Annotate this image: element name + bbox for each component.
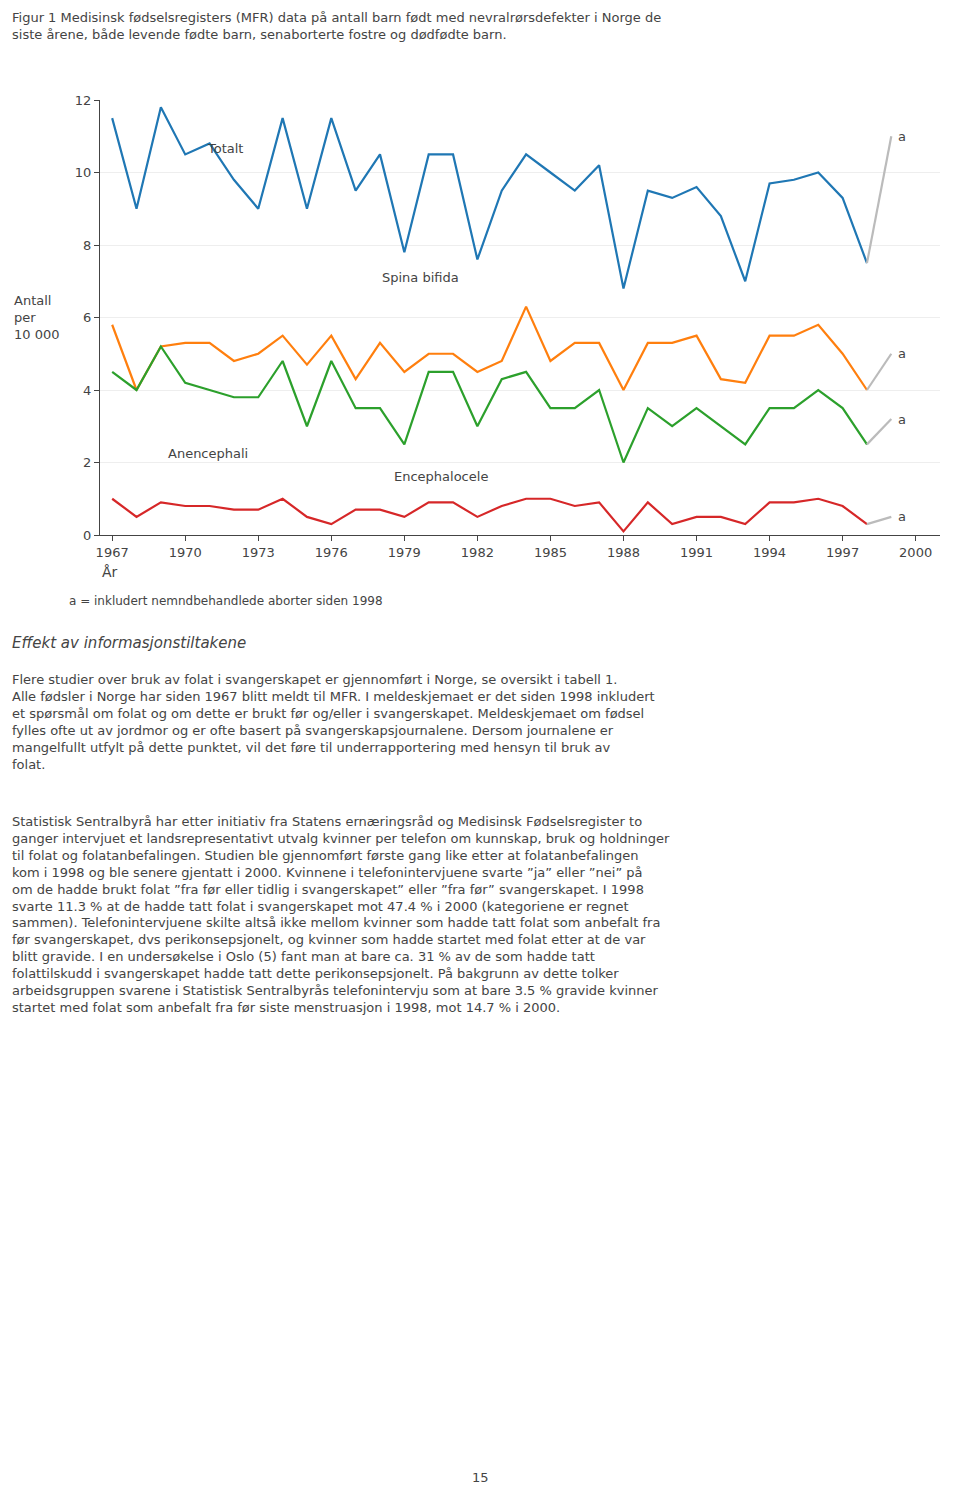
- svg-text:2000: 2000: [899, 545, 932, 560]
- svg-text:2: 2: [83, 455, 91, 470]
- svg-text:1967: 1967: [96, 545, 129, 560]
- svg-text:0: 0: [83, 528, 91, 543]
- svg-text:1991: 1991: [680, 545, 713, 560]
- svg-text:1997: 1997: [826, 545, 859, 560]
- svg-text:Flere studier over bruk av fol: Flere studier over bruk av folat i svang…: [12, 672, 655, 772]
- svg-text:Encephalocele: Encephalocele: [394, 469, 488, 484]
- svg-text:1985: 1985: [534, 545, 567, 560]
- svg-text:Statistisk Sentralbyrå har ett: Statistisk Sentralbyrå har etter initiat…: [12, 814, 670, 1015]
- svg-text:Totalt: Totalt: [207, 141, 243, 156]
- svg-text:Effekt av informasjonstiltaken: Effekt av informasjonstiltakene: [12, 634, 246, 652]
- svg-text:1976: 1976: [315, 545, 348, 560]
- svg-text:12: 12: [75, 93, 92, 108]
- svg-text:4: 4: [83, 383, 91, 398]
- svg-text:a: a: [898, 412, 906, 427]
- svg-text:15: 15: [472, 1470, 489, 1485]
- svg-text:Anencephali: Anencephali: [168, 446, 248, 461]
- svg-text:År: År: [102, 564, 118, 580]
- svg-text:1994: 1994: [753, 545, 786, 560]
- svg-text:1973: 1973: [242, 545, 275, 560]
- svg-text:Figur 1 Medisinsk fødselsregis: Figur 1 Medisinsk fødselsregisters (MFR)…: [12, 10, 661, 42]
- svg-text:Spina bifida: Spina bifida: [382, 270, 459, 285]
- svg-text:8: 8: [83, 238, 91, 253]
- svg-text:1982: 1982: [461, 545, 494, 560]
- svg-text:a = inkludert nemndbehandlede: a = inkludert nemndbehandlede aborter si…: [69, 594, 383, 608]
- svg-text:6: 6: [83, 310, 91, 325]
- svg-text:Antallper10 000: Antallper10 000: [14, 293, 60, 342]
- svg-text:1988: 1988: [607, 545, 640, 560]
- svg-text:10: 10: [75, 165, 92, 180]
- svg-text:a: a: [898, 509, 906, 524]
- svg-text:a: a: [898, 346, 906, 361]
- svg-text:1979: 1979: [388, 545, 421, 560]
- svg-text:a: a: [898, 129, 906, 144]
- svg-text:1970: 1970: [169, 545, 202, 560]
